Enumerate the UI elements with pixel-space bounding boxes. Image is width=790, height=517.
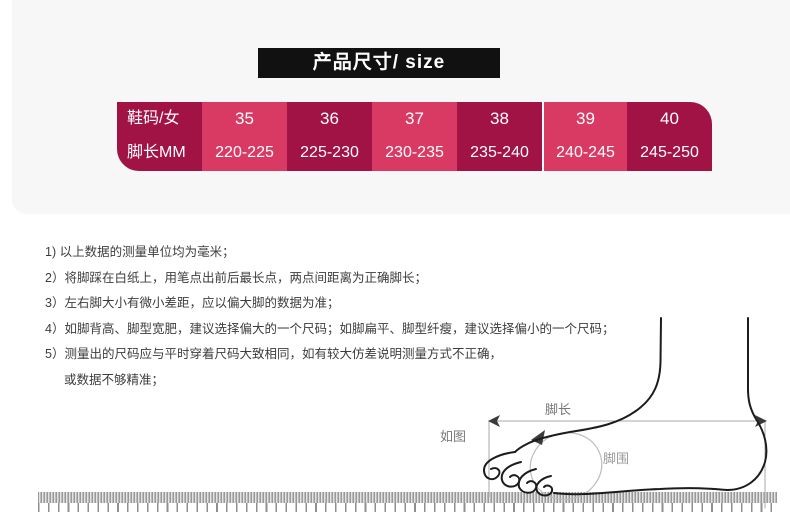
- length-value: 235-240: [470, 144, 529, 161]
- as-shown-label: 如图: [440, 429, 467, 444]
- size-value: 36: [320, 109, 339, 128]
- size-column-38: 38 235-240: [457, 102, 542, 171]
- note-line-3: 3）左右脚大小有微小差距，应以偏大脚的数据为准；: [45, 296, 340, 311]
- section-title: 产品尺寸/ size: [258, 48, 500, 78]
- length-value: 230-235: [385, 144, 444, 161]
- note-line-2: 2）将脚踩在白纸上，用笔点出前后最长点，两点间距离为正确脚长；: [45, 270, 427, 285]
- length-value: 240-245: [556, 144, 615, 161]
- heel-leg-line: [726, 317, 768, 491]
- size-column-37: 37 230-235: [372, 102, 457, 171]
- header-shoe-size: 鞋码/女: [127, 110, 180, 127]
- note-line-5: 5）测量出的尺码应与平时穿着尺码大致相同，如有较大仿差说明测量方式不正确，: [45, 347, 502, 362]
- size-value: 40: [660, 109, 679, 128]
- size-table-header-column: 鞋码/女 脚长MM: [117, 102, 202, 171]
- size-value: 38: [490, 109, 509, 128]
- toe-curl-3: [517, 468, 538, 494]
- size-column-40: 40 245-250: [627, 102, 712, 171]
- note-line-5-cont: 或数据不够精准；: [64, 372, 165, 387]
- length-value: 245-250: [640, 144, 699, 161]
- length-value: 225-230: [300, 144, 359, 161]
- foot-length-label: 脚长: [545, 402, 572, 417]
- sole-line: [553, 487, 728, 496]
- size-value: 39: [576, 109, 595, 128]
- note-line-1: 1) 以上数据的测量单位均为毫米；: [45, 245, 235, 259]
- foot-girth-label: 脚围: [603, 451, 630, 466]
- size-column-36: 36 225-230: [287, 102, 372, 171]
- size-column-35: 35 220-225: [202, 102, 287, 171]
- measurement-notes: 1) 以上数据的测量单位均为毫米； 2）将脚踩在白纸上，用笔点出前后最长点，两点…: [45, 240, 745, 394]
- length-value: 220-225: [215, 144, 274, 161]
- note-line-4: 4）如脚背高、脚型宽肥，建议选择偏大的一个尺码；如脚扁平、脚型纤瘦，建议选择偏小…: [45, 321, 615, 336]
- size-column-39: 39 240-245: [542, 102, 627, 171]
- toe-curl-2: [500, 461, 522, 488]
- size-value: 35: [235, 109, 254, 128]
- foot-girth-ellipse: [529, 432, 603, 500]
- leg-instep-line: [542, 317, 662, 439]
- size-table: 鞋码/女 脚长MM 35 220-225 36 225-230 37 230-2…: [117, 102, 712, 171]
- header-foot-length: 脚长MM: [127, 144, 186, 161]
- toe-curl-1: [482, 451, 516, 481]
- toe-curl-4: [535, 475, 554, 497]
- arrow-left-icon: [488, 415, 500, 427]
- ruler-band: [38, 492, 777, 503]
- foot-measurement-illustration: [482, 317, 768, 509]
- size-value: 37: [405, 109, 424, 128]
- toe-top-line: [514, 437, 544, 453]
